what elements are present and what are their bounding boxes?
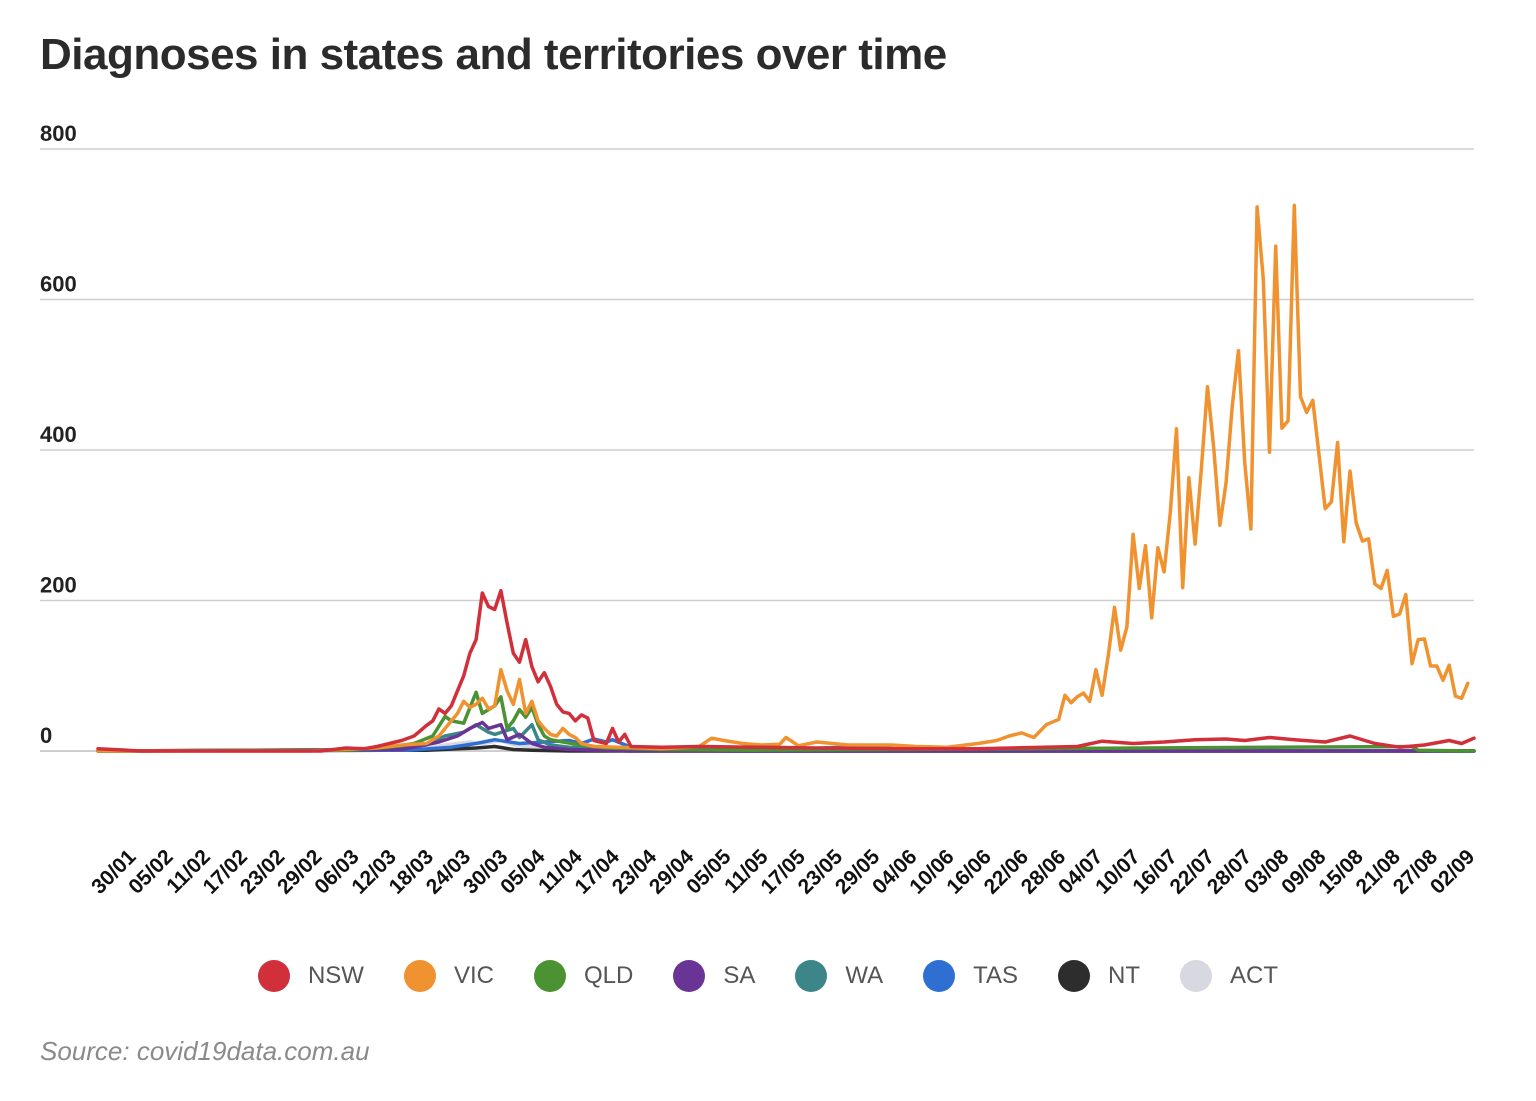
- legend-item-qld[interactable]: QLD: [533, 960, 634, 992]
- y-tick-label: 800: [40, 121, 77, 146]
- x-tick-label: 05/04: [496, 845, 550, 899]
- legend-label: NT: [1108, 962, 1141, 989]
- y-tick-label: 200: [40, 573, 77, 598]
- legend-swatch: [403, 960, 436, 992]
- legend-label: WA: [845, 962, 884, 989]
- legend-item-wa[interactable]: WA: [795, 960, 883, 992]
- legend-item-act[interactable]: ACT: [1180, 960, 1278, 992]
- legend: NSW VIC QLD SA WA TAS NT ACT: [0, 960, 1536, 992]
- legend-item-vic[interactable]: VIC: [403, 960, 494, 992]
- x-axis-ticks: 30/0105/0211/0217/0223/0229/0206/0312/03…: [87, 845, 1479, 899]
- series-line-qld: [96, 690, 1476, 753]
- x-tick-label: 05/02: [124, 845, 177, 898]
- series-line-sa: [96, 720, 1476, 753]
- legend-swatch: [1058, 960, 1091, 992]
- legend-swatch: [257, 960, 290, 992]
- legend-label: ACT: [1230, 962, 1279, 989]
- series-line-nsw: [96, 588, 1476, 753]
- y-tick-label: 0: [40, 723, 52, 748]
- legend-swatch: [533, 960, 566, 992]
- source-note: Source: covid19data.com.au: [40, 1036, 370, 1066]
- y-tick-label: 600: [40, 272, 77, 297]
- legend-swatch: [673, 960, 706, 992]
- legend-swatch: [923, 960, 956, 992]
- x-tick-label: 02/09: [1426, 845, 1479, 898]
- legend-item-nsw[interactable]: NSW: [257, 960, 364, 992]
- legend-swatch: [1180, 960, 1213, 992]
- legend-label: NSW: [307, 962, 364, 989]
- x-tick-label: 05/05: [682, 845, 736, 899]
- line-chart: 0 200 400 600 800 30/0105/0211/0217/0223/022…: [40, 121, 1479, 899]
- chart-title: Diagnoses in states and territories over…: [40, 30, 947, 79]
- legend-label: QLD: [583, 962, 634, 989]
- series-line-vic: [96, 203, 1470, 753]
- legend-label: TAS: [973, 962, 1019, 989]
- legend-label: VIC: [453, 962, 494, 989]
- series-lines: [96, 203, 1476, 753]
- legend-swatch: [795, 960, 828, 992]
- legend-item-tas[interactable]: TAS: [923, 960, 1018, 992]
- y-axis-ticks: 0 200 400 600 800: [40, 121, 77, 748]
- legend-label: SA: [723, 962, 756, 989]
- y-tick-label: 400: [40, 422, 77, 447]
- legend-item-nt[interactable]: NT: [1058, 960, 1140, 992]
- legend-item-sa[interactable]: SA: [673, 960, 755, 992]
